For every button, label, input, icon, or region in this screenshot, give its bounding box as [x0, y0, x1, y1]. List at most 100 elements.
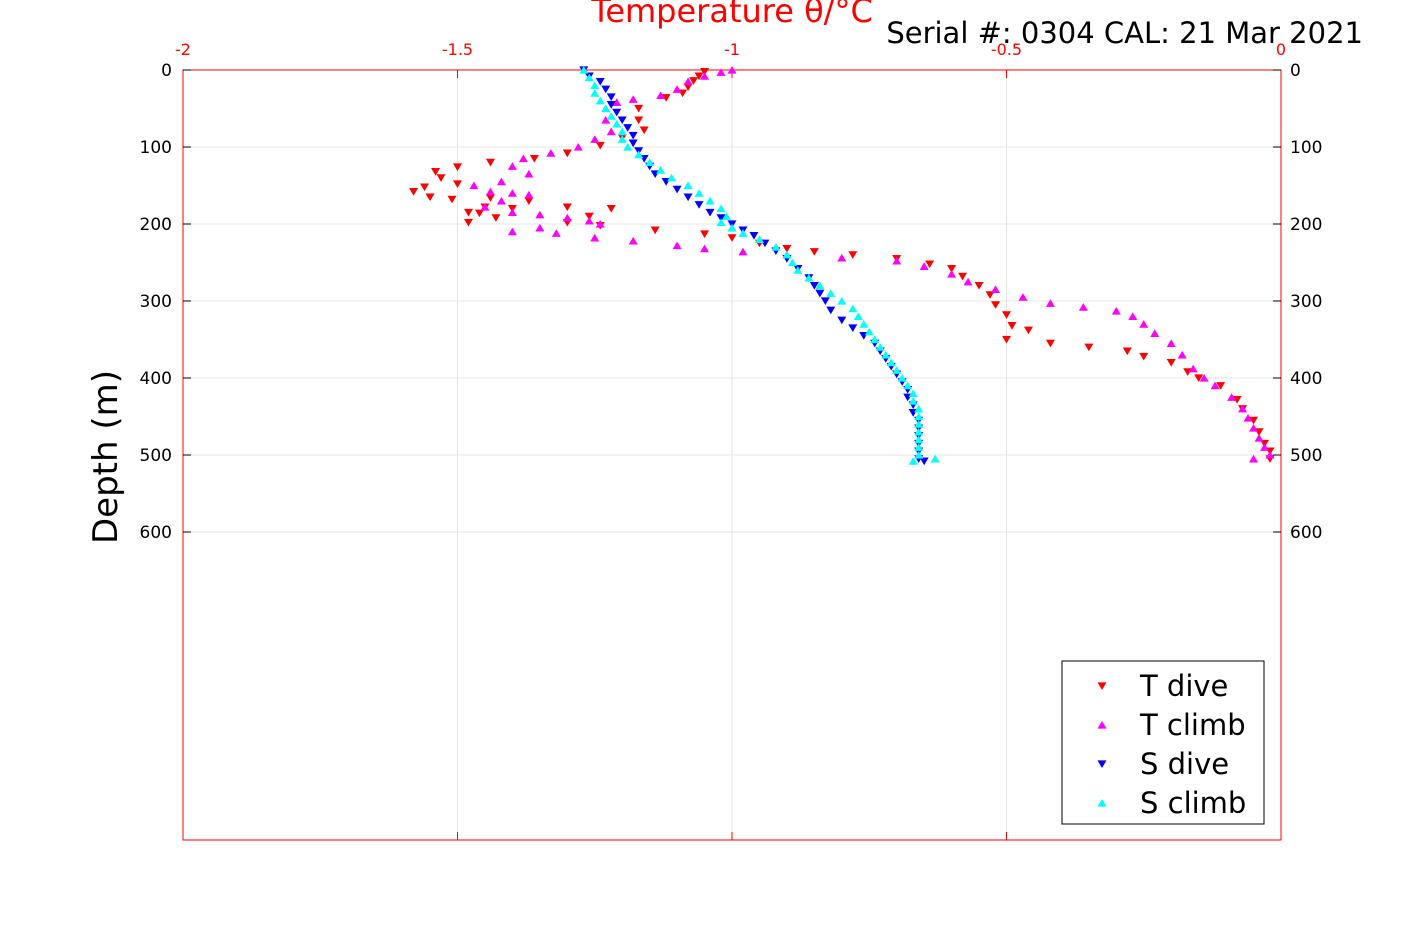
data-point	[612, 98, 622, 106]
data-point	[601, 85, 611, 94]
data-point	[694, 72, 704, 81]
data-point	[1150, 329, 1160, 337]
data-point	[628, 139, 638, 148]
data-point	[787, 258, 797, 267]
y-tick-label-left: 300	[140, 292, 172, 312]
data-point	[485, 158, 495, 167]
data-point	[1243, 413, 1253, 422]
data-point	[683, 181, 693, 190]
data-point	[908, 389, 918, 397]
x-tick-label: -0.5	[991, 40, 1022, 59]
data-point	[903, 381, 913, 390]
data-point	[683, 77, 693, 86]
data-point	[496, 177, 506, 186]
data-point	[612, 108, 622, 117]
data-point	[716, 214, 726, 222]
data-point	[1139, 352, 1149, 361]
data-point	[919, 262, 929, 270]
x-tick-label: 0	[1276, 40, 1286, 59]
data-point	[634, 150, 644, 159]
data-point	[491, 214, 501, 222]
data-point	[524, 197, 534, 205]
legend-marker	[1097, 720, 1107, 729]
data-point	[914, 443, 924, 451]
data-point	[848, 304, 858, 313]
data-point	[1249, 416, 1259, 425]
data-point	[1111, 306, 1121, 315]
data-point	[595, 96, 605, 105]
data-point	[947, 270, 957, 278]
data-point	[606, 127, 616, 136]
data-point	[700, 67, 710, 76]
data-point	[617, 116, 627, 125]
data-point	[1249, 424, 1259, 432]
chart-title: Temperature θ/°C	[590, 0, 873, 30]
data-point	[749, 231, 759, 240]
y-tick-label-right: 300	[1290, 292, 1322, 312]
data-point	[584, 216, 594, 225]
data-point	[1122, 347, 1132, 356]
y-tick-label-left: 0	[161, 61, 172, 81]
data-point	[1045, 339, 1055, 348]
data-point	[1045, 299, 1055, 307]
data-point	[507, 189, 517, 197]
data-point	[601, 116, 611, 124]
data-point	[848, 324, 858, 332]
data-point	[914, 404, 924, 413]
legend-label: T climb	[1139, 708, 1246, 742]
data-point	[1210, 381, 1220, 390]
data-point	[496, 196, 506, 205]
data-point	[991, 301, 1001, 309]
data-point	[1128, 312, 1138, 320]
data-point	[634, 104, 644, 113]
data-point	[859, 320, 869, 328]
data-point	[606, 112, 616, 120]
data-point	[628, 131, 638, 140]
data-point	[689, 77, 699, 85]
data-point	[782, 250, 792, 259]
data-point	[469, 181, 479, 190]
data-points	[409, 65, 1275, 466]
data-point	[1183, 368, 1193, 376]
data-point	[881, 350, 891, 359]
data-point	[683, 193, 693, 202]
data-point	[738, 229, 748, 237]
data-point	[672, 85, 682, 93]
data-point	[722, 212, 732, 220]
data-point	[1194, 374, 1204, 383]
data-point	[1002, 335, 1011, 344]
data-point	[562, 149, 572, 158]
data-point	[1139, 320, 1149, 328]
data-point	[1238, 404, 1248, 413]
legend-marker	[1097, 760, 1107, 769]
data-point	[809, 248, 819, 256]
data-point	[914, 412, 924, 421]
data-point	[595, 77, 605, 86]
data-point	[535, 210, 545, 219]
data-point	[562, 203, 572, 212]
data-point	[892, 366, 902, 374]
data-point	[474, 209, 484, 218]
data-point	[606, 93, 616, 101]
data-point	[919, 457, 929, 466]
data-point	[930, 454, 940, 463]
data-point	[815, 289, 825, 298]
data-point	[914, 435, 924, 444]
data-point	[1249, 454, 1259, 463]
data-point	[1199, 373, 1209, 382]
x-tick-label: -1.5	[442, 40, 473, 59]
data-point	[947, 265, 957, 273]
data-point	[606, 101, 616, 109]
data-point	[727, 65, 737, 74]
data-point	[837, 296, 847, 305]
data-point	[606, 205, 616, 213]
y-tick-label-right: 200	[1290, 215, 1322, 235]
data-point	[573, 142, 583, 151]
data-point	[705, 208, 715, 217]
data-point	[590, 233, 600, 242]
data-point	[727, 223, 737, 232]
data-point	[771, 243, 781, 251]
data-point	[754, 235, 764, 243]
